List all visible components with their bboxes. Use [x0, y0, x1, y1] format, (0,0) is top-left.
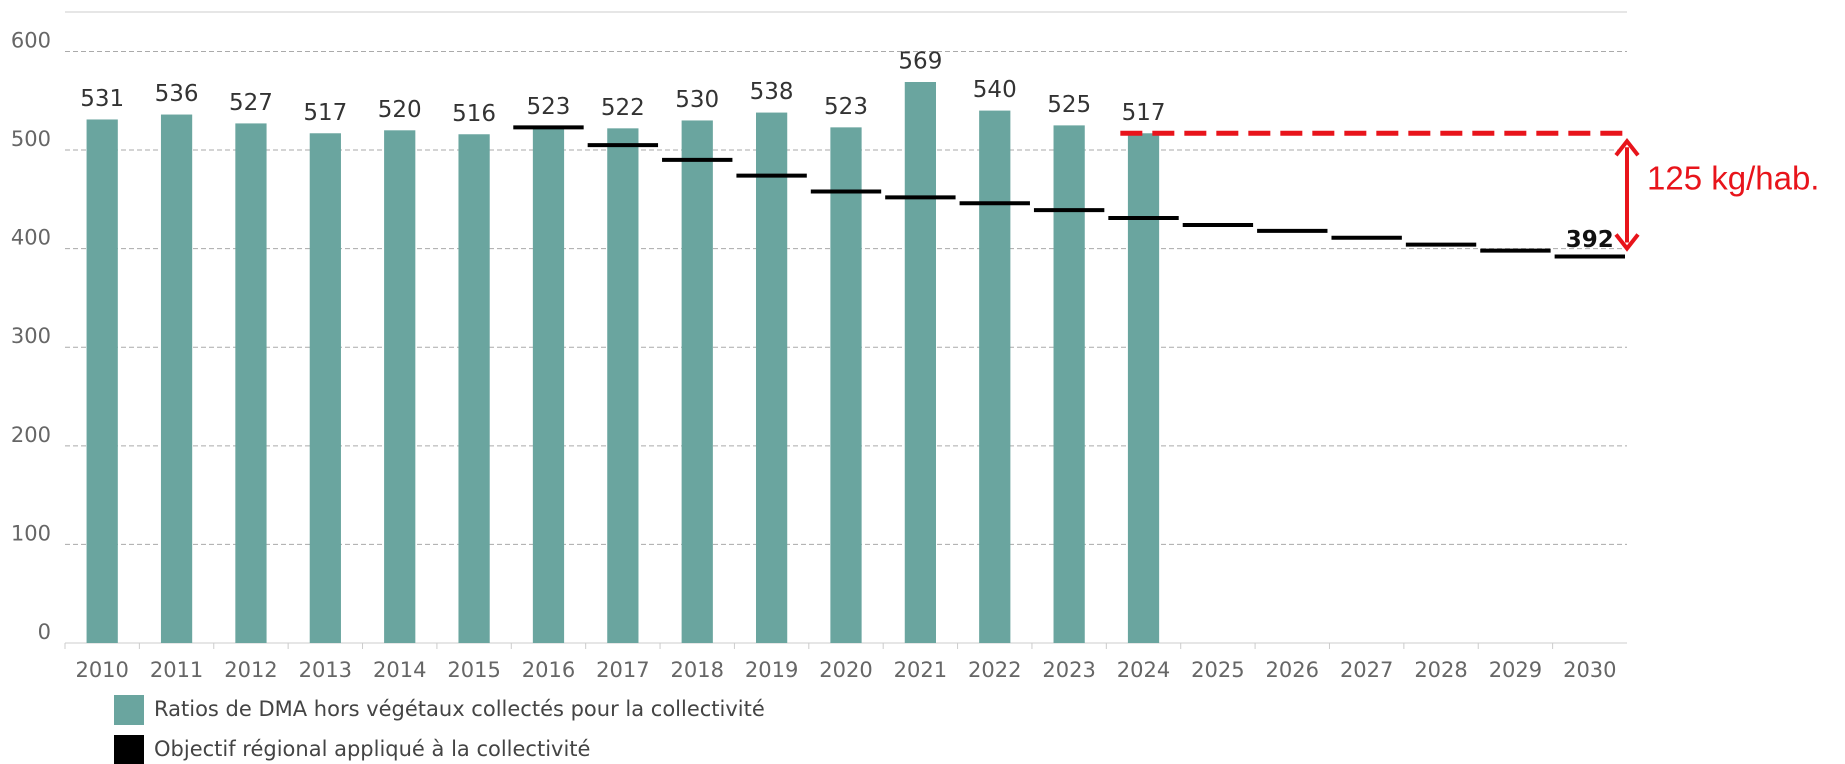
- data-label: 517: [303, 100, 347, 126]
- x-tick-label: 2018: [671, 658, 724, 682]
- data-label: 523: [527, 94, 571, 120]
- data-label: 516: [452, 101, 496, 127]
- bar: [235, 123, 267, 643]
- bar: [532, 127, 565, 644]
- y-tick-label: 100: [11, 521, 51, 545]
- x-tick-label: 2021: [894, 658, 947, 682]
- x-tick-label: 2010: [75, 658, 128, 682]
- y-tick-label: 300: [11, 324, 51, 348]
- objective-label: 392: [1566, 227, 1614, 253]
- bar: [979, 110, 1011, 643]
- bar: [384, 130, 416, 643]
- bar: [681, 120, 713, 643]
- bar: [830, 127, 862, 644]
- bar: [755, 112, 788, 644]
- bar: [86, 119, 118, 644]
- bar: [458, 134, 490, 643]
- arrow-head: [1614, 233, 1640, 252]
- x-tick-label: 2024: [1117, 658, 1170, 682]
- bar: [309, 133, 341, 643]
- y-tick-label: 500: [11, 127, 51, 151]
- data-label: 538: [750, 79, 794, 105]
- legend-label: Objectif régional appliqué à la collecti…: [154, 737, 590, 761]
- y-tick-label: 400: [11, 226, 51, 250]
- data-label: 569: [898, 49, 942, 75]
- legend-label: Ratios de DMA hors végétaux collectés po…: [154, 697, 765, 721]
- bar: [1053, 125, 1085, 643]
- data-label: 527: [229, 90, 273, 116]
- arrow-head: [1614, 138, 1640, 157]
- annotation: 125 kg/hab.: [1647, 160, 1819, 197]
- bar: [904, 82, 937, 643]
- x-tick-label: 2025: [1191, 658, 1244, 682]
- x-tick-label: 2014: [373, 658, 426, 682]
- x-tick-label: 2026: [1266, 658, 1319, 682]
- data-label: 540: [973, 77, 1017, 103]
- x-tick-label: 2028: [1414, 658, 1467, 682]
- data-label: 520: [378, 97, 422, 123]
- bar: [607, 128, 639, 643]
- bar: [160, 114, 193, 644]
- x-tick-label: 2022: [968, 658, 1021, 682]
- x-tick-label: 2029: [1489, 658, 1542, 682]
- x-tick-label: 2027: [1340, 658, 1393, 682]
- data-label: 530: [675, 87, 719, 113]
- x-tick-label: 2015: [447, 658, 500, 682]
- y-tick-label: 200: [11, 423, 51, 447]
- data-label: 525: [1047, 92, 1091, 118]
- x-tick-label: 2023: [1042, 658, 1095, 682]
- y-tick-label: 600: [11, 28, 51, 52]
- legend-swatch: [114, 735, 144, 764]
- x-tick-label: 2017: [596, 658, 649, 682]
- x-tick-label: 2020: [819, 658, 872, 682]
- y-tick-label: 0: [38, 620, 51, 644]
- data-label: 522: [601, 95, 645, 121]
- x-tick-label: 2019: [745, 658, 798, 682]
- x-tick-label: 2013: [299, 658, 352, 682]
- x-tick-label: 2030: [1563, 658, 1616, 682]
- data-label: 523: [824, 94, 868, 120]
- bar: [1127, 133, 1160, 643]
- x-tick-label: 2016: [522, 658, 575, 682]
- x-tick-label: 2011: [150, 658, 203, 682]
- x-tick-label: 2012: [224, 658, 277, 682]
- legend-swatch: [114, 695, 144, 725]
- data-label: 517: [1122, 100, 1166, 126]
- data-label: 531: [80, 86, 124, 112]
- data-label: 536: [155, 81, 199, 107]
